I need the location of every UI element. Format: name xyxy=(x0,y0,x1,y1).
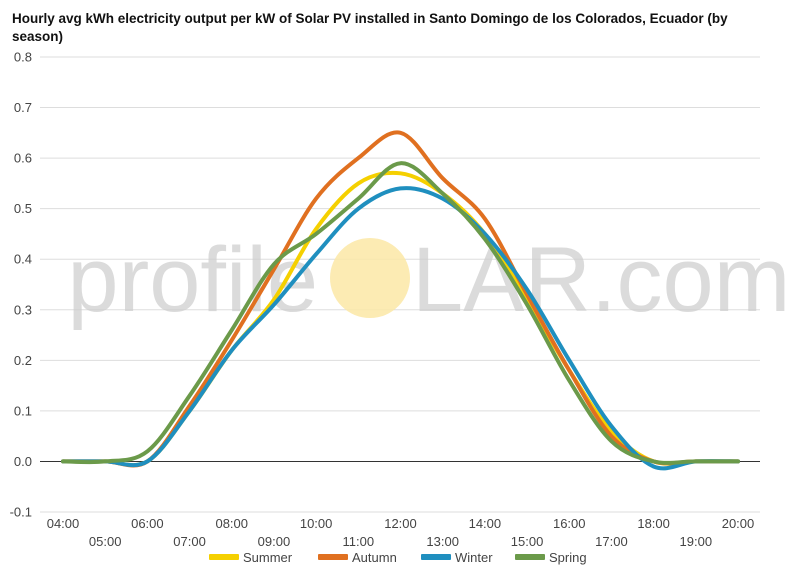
x-tick-label: 19:00 xyxy=(680,534,713,549)
legend-label-spring: Spring xyxy=(549,550,587,565)
x-tick-label: 09:00 xyxy=(258,534,291,549)
x-tick-label: 18:00 xyxy=(637,516,670,531)
legend-swatch-winter xyxy=(421,554,451,560)
y-tick-label: 0.0 xyxy=(14,454,32,469)
x-tick-label: 05:00 xyxy=(89,534,122,549)
series-lines xyxy=(61,130,740,471)
x-tick-label: 06:00 xyxy=(131,516,164,531)
watermark-text-right: LAR.com xyxy=(412,229,790,331)
x-tick-label: 10:00 xyxy=(300,516,333,531)
y-tick-label: 0.6 xyxy=(14,151,32,166)
y-tick-label: 0.4 xyxy=(14,252,32,267)
watermark: profile LAR.com xyxy=(67,229,790,331)
grid-lines xyxy=(40,56,760,513)
y-tick-label: 0.1 xyxy=(14,403,32,418)
x-tick-label: 11:00 xyxy=(343,534,375,549)
series-line-spring xyxy=(61,161,740,465)
x-tick-label: 20:00 xyxy=(722,516,755,531)
y-tick-label: 0.2 xyxy=(14,353,32,368)
legend-label-winter: Winter xyxy=(455,550,493,565)
legend: Summer Autumn Winter Spring xyxy=(209,550,587,565)
chart-title: Hourly avg kWh electricity output per kW… xyxy=(12,11,728,44)
legend-swatch-spring xyxy=(515,554,545,560)
series-line-autumn xyxy=(61,130,740,468)
x-tick-label: 16:00 xyxy=(553,516,586,531)
y-tick-label: 0.3 xyxy=(14,302,32,317)
y-tick-label: 0.5 xyxy=(14,201,32,216)
legend-label-summer: Summer xyxy=(243,550,293,565)
legend-swatch-autumn xyxy=(318,554,348,560)
x-tick-label: 12:00 xyxy=(384,516,417,531)
y-axis: -0.1 0.0 0.1 0.2 0.3 0.4 0.5 0.6 0.7 0.8 xyxy=(10,50,32,520)
x-tick-label: 08:00 xyxy=(215,516,248,531)
x-axis: 04:00 05:00 06:00 07:00 08:00 09:00 10:00 11:00… xyxy=(47,516,755,549)
x-tick-label: 13:00 xyxy=(426,534,459,549)
y-tick-label: 0.7 xyxy=(14,100,32,115)
x-tick-label: 15:00 xyxy=(511,534,544,549)
watermark-sun-icon xyxy=(330,238,410,318)
legend-label-autumn: Autumn xyxy=(352,550,397,565)
legend-swatch-summer xyxy=(209,554,239,560)
x-tick-label: 17:00 xyxy=(595,534,628,549)
x-tick-label: 04:00 xyxy=(47,516,80,531)
series-line-winter xyxy=(61,186,740,471)
x-tick-label: 14:00 xyxy=(469,516,502,531)
y-tick-label: 0.8 xyxy=(14,50,32,65)
x-tick-label: 07:00 xyxy=(173,534,206,549)
y-tick-label: -0.1 xyxy=(10,505,32,520)
watermark-text-left: profile xyxy=(67,229,318,331)
